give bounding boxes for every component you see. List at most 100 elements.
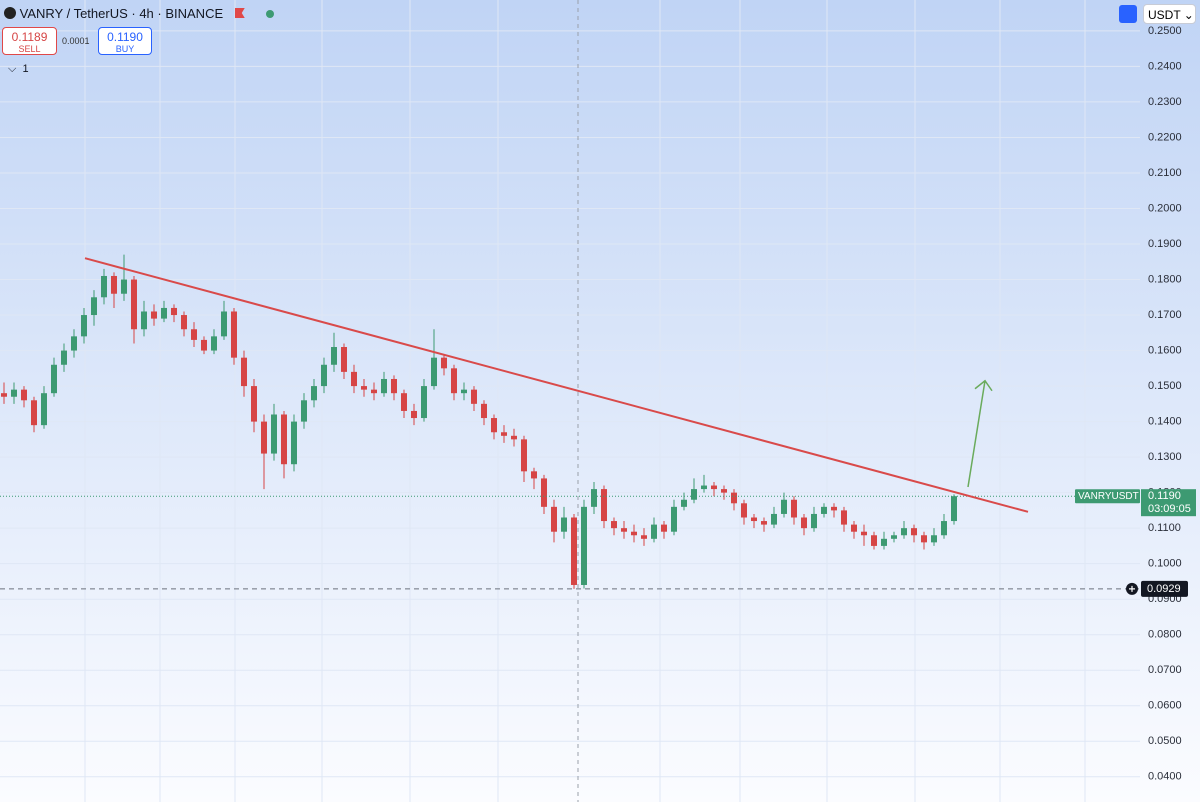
y-tick-label: 0.2200 bbox=[1148, 131, 1182, 143]
candle-body bbox=[901, 528, 907, 536]
candle-body bbox=[221, 311, 227, 337]
symbol-header: VANRY / TetherUS · 4h · BINANCE bbox=[4, 6, 275, 21]
candle-body bbox=[781, 499, 787, 514]
candle-body bbox=[161, 307, 167, 319]
candle-body bbox=[421, 386, 427, 419]
candle-body bbox=[841, 510, 847, 525]
candle-body bbox=[501, 432, 507, 436]
candle-body bbox=[661, 524, 667, 532]
arrow-shaft bbox=[967, 380, 986, 488]
add-alert-plus bbox=[1129, 585, 1135, 592]
candle-body bbox=[301, 400, 307, 422]
last-price-label: 0.1190 bbox=[1148, 490, 1181, 502]
y-tick-label: 0.1900 bbox=[1148, 238, 1182, 250]
y-tick-label: 0.2500 bbox=[1148, 25, 1182, 37]
vertical-grid bbox=[84, 0, 1086, 802]
candle-body bbox=[61, 350, 67, 365]
candle-body bbox=[601, 489, 607, 522]
candle-body bbox=[751, 517, 757, 522]
candle-body bbox=[651, 524, 657, 539]
candle-body bbox=[171, 307, 177, 316]
y-tick-label: 0.1500 bbox=[1148, 380, 1182, 392]
candle-body bbox=[31, 400, 37, 426]
candle-body bbox=[461, 389, 467, 394]
currency: USDT bbox=[1148, 8, 1181, 22]
settings-button[interactable] bbox=[1119, 5, 1137, 23]
candle-body bbox=[291, 421, 297, 465]
candle-body bbox=[491, 418, 497, 433]
candle-body bbox=[441, 357, 447, 369]
sell-button[interactable]: 0.1189 SELL bbox=[2, 27, 57, 55]
candle-body bbox=[81, 315, 87, 337]
candle-body bbox=[121, 279, 127, 294]
candle-body bbox=[331, 347, 337, 365]
symbol-icon bbox=[4, 7, 16, 19]
candle-body bbox=[511, 435, 517, 440]
y-tick-label: 0.0500 bbox=[1148, 735, 1182, 747]
candle-body bbox=[931, 535, 937, 543]
candle-body bbox=[811, 513, 817, 529]
candle-body bbox=[471, 389, 477, 404]
candle-body bbox=[861, 531, 867, 536]
candle-body bbox=[191, 329, 197, 340]
candle-body bbox=[251, 386, 257, 422]
candle-body bbox=[91, 297, 97, 316]
candle-body bbox=[1, 393, 7, 397]
currency-select[interactable]: USDT ⌄ bbox=[1143, 4, 1196, 24]
y-tick-label: 0.1000 bbox=[1148, 558, 1182, 570]
status-dot bbox=[266, 10, 275, 18]
candle-body bbox=[911, 528, 917, 536]
candle-body bbox=[821, 506, 827, 514]
candle-body bbox=[521, 439, 527, 472]
y-tick-label: 0.0700 bbox=[1148, 664, 1182, 676]
y-tick-label: 0.2400 bbox=[1148, 60, 1182, 72]
candle-body bbox=[571, 517, 577, 585]
candle-body bbox=[71, 336, 77, 351]
candle-body bbox=[801, 517, 807, 529]
candle-body bbox=[411, 410, 417, 419]
candle-body bbox=[611, 521, 617, 529]
sell-label: SELL bbox=[18, 44, 41, 54]
last-price-box bbox=[1141, 489, 1196, 517]
candle-body bbox=[321, 364, 327, 387]
candle-body bbox=[11, 389, 17, 397]
indicators-toggle[interactable]: ⌵ 1 bbox=[8, 63, 29, 75]
buy-button[interactable]: 0.1190 BUY bbox=[98, 27, 152, 55]
candle-body bbox=[341, 347, 347, 372]
candle-body bbox=[641, 535, 647, 539]
y-tick-label: 0.1100 bbox=[1148, 522, 1181, 534]
candle-body bbox=[631, 531, 637, 536]
candle-body bbox=[151, 311, 157, 319]
candle-body bbox=[881, 538, 887, 546]
candle-body bbox=[451, 368, 457, 394]
symbol-label-box bbox=[1075, 489, 1140, 504]
indicator-count: 1 bbox=[22, 63, 29, 75]
y-tick-label: 0.0600 bbox=[1148, 700, 1182, 712]
buy-label: BUY bbox=[115, 44, 135, 54]
flag-icon[interactable] bbox=[234, 8, 245, 18]
y-tick-label: 0.1300 bbox=[1148, 451, 1182, 463]
candle-body bbox=[531, 471, 537, 479]
candle-body bbox=[551, 506, 557, 532]
candle-body bbox=[681, 499, 687, 507]
sell-price: 0.1189 bbox=[11, 30, 48, 44]
candle-body bbox=[211, 336, 217, 351]
candle-body bbox=[311, 386, 317, 401]
symbol-title: VANRY / TetherUS · 4h · BINANCE bbox=[19, 6, 224, 21]
candle-body bbox=[721, 489, 727, 493]
candle-body bbox=[591, 489, 597, 507]
arrow-head bbox=[974, 379, 993, 392]
candle-body bbox=[731, 492, 737, 504]
candle-body bbox=[181, 315, 187, 330]
candle-body bbox=[361, 386, 367, 390]
symbol-label: VANRYUSDT bbox=[1078, 491, 1139, 502]
candle-body bbox=[351, 371, 357, 387]
spread: 0.0001 bbox=[62, 36, 90, 46]
low-price-box bbox=[1141, 580, 1188, 597]
candle-body bbox=[481, 403, 487, 419]
candle-body bbox=[761, 521, 767, 525]
candle-body bbox=[541, 478, 547, 507]
candle-body bbox=[561, 517, 567, 532]
